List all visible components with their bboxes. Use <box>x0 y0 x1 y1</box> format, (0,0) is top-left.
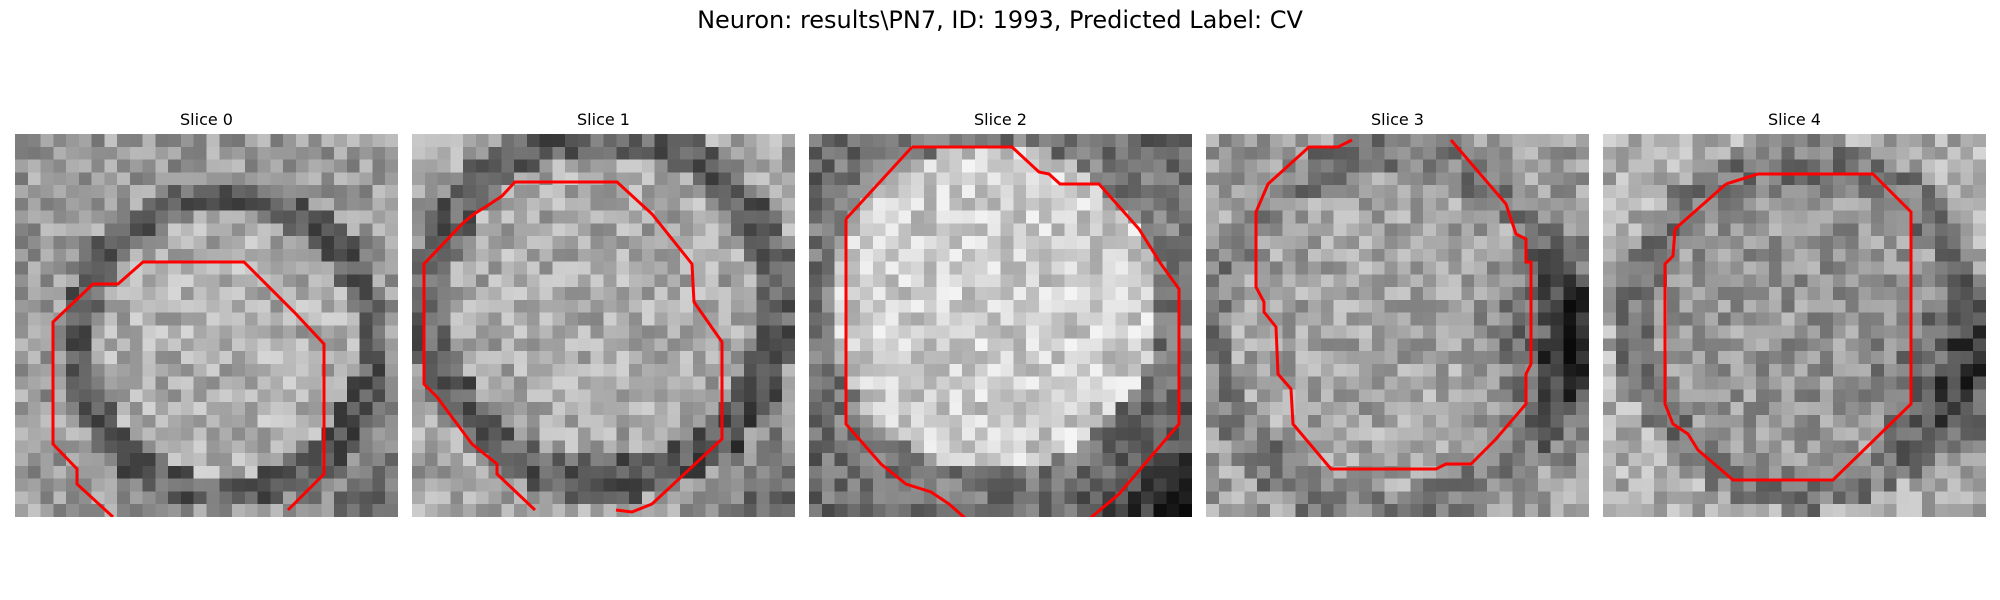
slice-title: Slice 0 <box>180 110 233 129</box>
slice-panel-3: Slice 3 <box>1206 108 1589 517</box>
figure-title: Neuron: results\PN7, ID: 1993, Predicted… <box>697 6 1303 34</box>
segmentation-contour <box>1663 172 1913 482</box>
slice-panel-1: Slice 1 <box>412 108 795 517</box>
slice-title: Slice 3 <box>1371 110 1424 129</box>
slice-title: Slice 4 <box>1768 110 1821 129</box>
segmentation-contour <box>51 260 326 517</box>
slice-title: Slice 2 <box>974 110 1027 129</box>
slice-panel-2: Slice 2 <box>809 108 1192 517</box>
segmentation-contour <box>844 145 1181 517</box>
slice-image <box>1603 134 1986 517</box>
slice-title: Slice 1 <box>577 110 630 129</box>
slice-image <box>15 134 398 517</box>
slice-panel-0: Slice 0 <box>15 108 398 517</box>
slice-panel-4: Slice 4 <box>1603 108 1986 517</box>
slice-image <box>412 134 795 517</box>
segmentation-contour <box>1254 138 1533 471</box>
slice-image <box>1206 134 1589 517</box>
segmentation-contour <box>422 180 724 514</box>
